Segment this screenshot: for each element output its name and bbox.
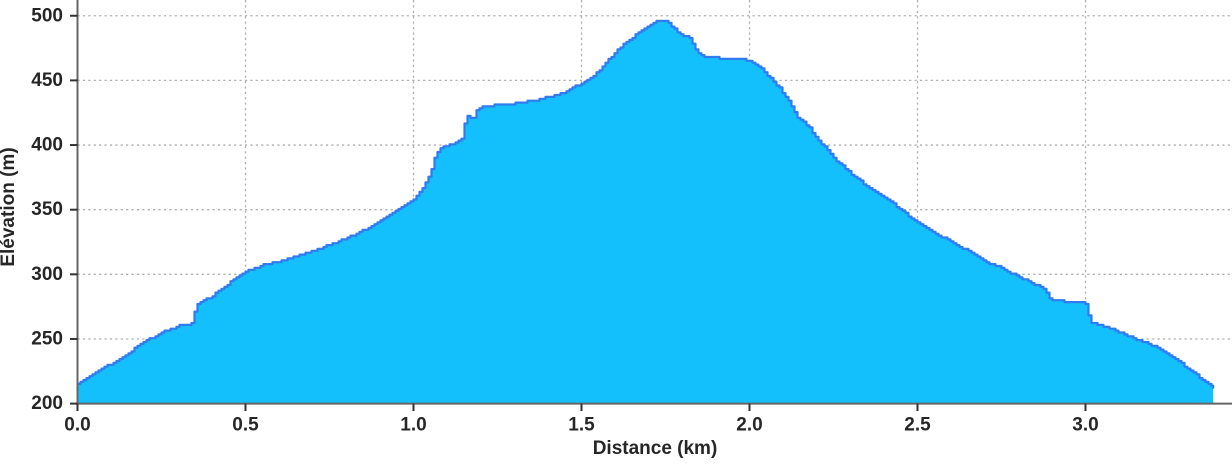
svg-text:200: 200 [31, 393, 63, 414]
svg-text:0.5: 0.5 [232, 415, 259, 436]
svg-text:3.0: 3.0 [1072, 415, 1098, 436]
svg-text:350: 350 [31, 199, 63, 220]
svg-text:Distance (km): Distance (km) [593, 438, 718, 459]
svg-text:1.0: 1.0 [400, 415, 426, 436]
svg-text:2.5: 2.5 [904, 415, 931, 436]
svg-text:250: 250 [31, 329, 63, 350]
svg-text:300: 300 [31, 264, 63, 285]
svg-text:0.0: 0.0 [64, 415, 90, 436]
svg-text:450: 450 [31, 70, 63, 91]
svg-text:500: 500 [31, 6, 63, 27]
svg-text:1.5: 1.5 [568, 415, 595, 436]
svg-text:2.0: 2.0 [736, 415, 762, 436]
svg-text:400: 400 [31, 135, 63, 156]
svg-text:Élévation (m): Élévation (m) [0, 147, 19, 266]
